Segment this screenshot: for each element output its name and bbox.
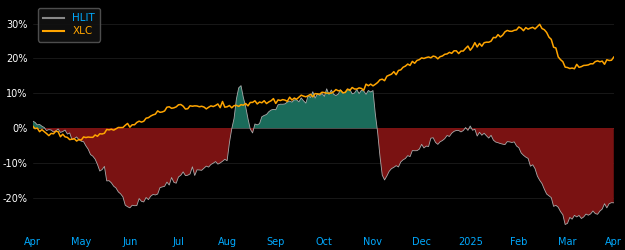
Legend: HLIT, XLC: HLIT, XLC (38, 8, 100, 42)
